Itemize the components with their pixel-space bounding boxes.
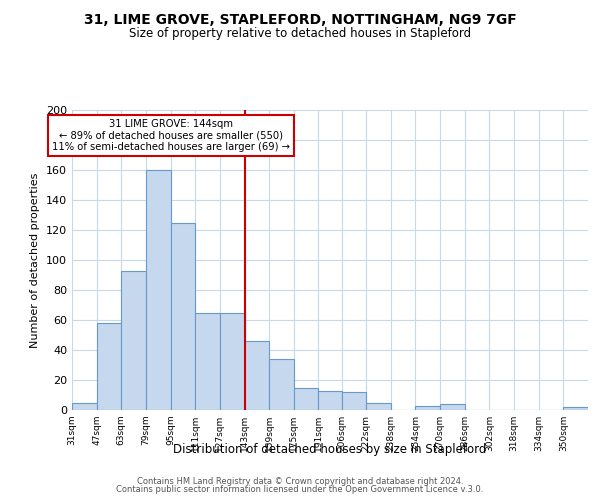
Bar	[415, 406, 440, 410]
Text: 31 LIME GROVE: 144sqm
← 89% of detached houses are smaller (550)
11% of semi-det: 31 LIME GROVE: 144sqm ← 89% of detached …	[52, 119, 290, 152]
Bar	[72, 402, 97, 410]
Bar	[319, 390, 341, 410]
Text: Size of property relative to detached houses in Stapleford: Size of property relative to detached ho…	[129, 28, 471, 40]
Bar	[121, 270, 146, 410]
Text: Contains HM Land Registry data © Crown copyright and database right 2024.: Contains HM Land Registry data © Crown c…	[137, 476, 463, 486]
Bar	[245, 341, 269, 410]
Bar	[366, 402, 391, 410]
Bar	[146, 170, 170, 410]
Text: Distribution of detached houses by size in Stapleford: Distribution of detached houses by size …	[173, 444, 487, 456]
Y-axis label: Number of detached properties: Number of detached properties	[31, 172, 40, 348]
Bar	[563, 407, 588, 410]
Bar	[440, 404, 465, 410]
Bar	[294, 388, 319, 410]
Bar	[195, 312, 220, 410]
Bar	[97, 323, 121, 410]
Bar	[341, 392, 366, 410]
Text: Contains public sector information licensed under the Open Government Licence v.: Contains public sector information licen…	[116, 486, 484, 494]
Bar	[220, 312, 245, 410]
Bar	[269, 359, 294, 410]
Text: 31, LIME GROVE, STAPLEFORD, NOTTINGHAM, NG9 7GF: 31, LIME GROVE, STAPLEFORD, NOTTINGHAM, …	[83, 12, 517, 26]
Bar	[170, 222, 195, 410]
